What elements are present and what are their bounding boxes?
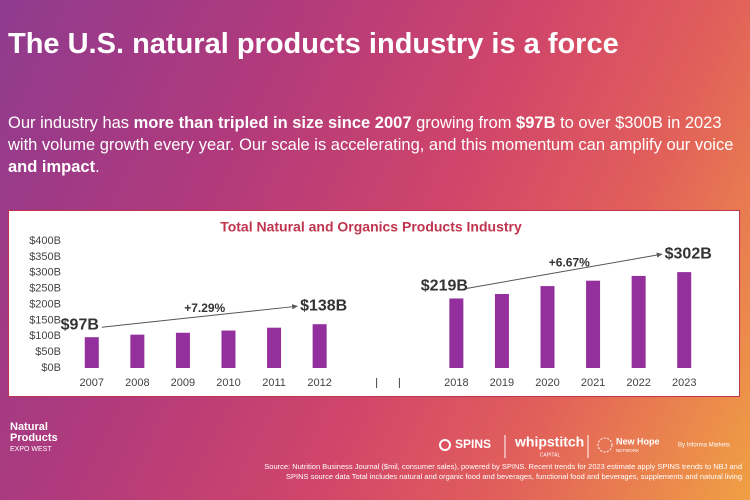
growth-arrow (466, 253, 663, 289)
x-tick-label: 2019 (490, 377, 514, 389)
y-tick-label: $400B (29, 235, 61, 247)
x-tick-label: 2020 (535, 377, 559, 389)
y-tick-label: $150B (29, 314, 61, 326)
spins-icon (439, 439, 451, 451)
y-tick-label: $100B (29, 330, 61, 342)
bar (677, 272, 692, 368)
value-label: $97B (61, 316, 99, 333)
bar (494, 294, 509, 368)
slide-title: The U.S. natural products industry is a … (8, 28, 619, 60)
paragraph-segment: $97B (516, 114, 556, 132)
paragraph-segment: . (95, 158, 100, 176)
whipstitch-logo: whipstitch (514, 434, 584, 450)
paragraph-segment: Our industry has (8, 114, 134, 132)
x-tick-label: 2023 (672, 377, 696, 389)
expo-logo: Products (10, 432, 58, 444)
y-tick-label: $0B (41, 362, 61, 374)
value-label: $219B (421, 278, 468, 295)
logos: Natural Products EXPO WEST SPINS whipsti… (10, 421, 730, 458)
paragraph-segment: more than tripled in size since 2007 (133, 114, 412, 132)
informa-text: By Informa Markets (678, 443, 730, 449)
newhope-icon (597, 437, 613, 453)
x-tick-label: 2007 (80, 377, 104, 389)
y-tick-label: $250B (29, 283, 61, 295)
bar (130, 334, 145, 368)
y-tick-label: $350B (29, 251, 61, 263)
growth-annotation: +7.29% (184, 301, 225, 315)
bar (267, 327, 282, 368)
chart-title: Total Natural and Organics Products Indu… (220, 219, 522, 235)
newhope-logo: New Hope (616, 436, 660, 446)
bar (586, 280, 601, 368)
x-tick-label: 2011 (262, 377, 286, 389)
expo-logo: Natural (10, 421, 48, 433)
bar (84, 337, 99, 368)
x-tick-label: 2018 (444, 377, 468, 389)
bar (175, 332, 190, 368)
growth-annotation: +6.67% (549, 255, 590, 269)
y-tick-label: $200B (29, 298, 61, 310)
bar (631, 275, 646, 368)
paragraph-segment: to over $300B in 2023 with volume growth… (8, 114, 734, 154)
whipstitch-sub: CAPITAL (540, 452, 561, 458)
source-note: Source: Nutrition Business Journal ($mil… (264, 462, 742, 481)
bar (312, 324, 327, 368)
bar (449, 298, 464, 368)
y-tick-label: $50B (35, 346, 61, 358)
x-tick-label: 2009 (171, 377, 195, 389)
value-label: $302B (665, 245, 712, 262)
growth-arrow (101, 305, 298, 328)
arrow-head (656, 252, 663, 258)
paragraph-segment: growing from (411, 114, 517, 132)
x-tick-label: 2008 (125, 377, 149, 389)
y-tick-label: $300B (29, 267, 61, 279)
x-tick-label: 2022 (626, 377, 650, 389)
value-label: $138B (300, 297, 347, 314)
chart-box: Total Natural and Organics Products Indu… (8, 210, 740, 397)
bar (221, 330, 236, 368)
paragraph-segment: and impact (8, 158, 96, 176)
x-tick-label: 2021 (581, 377, 605, 389)
x-tick-label: 2010 (216, 377, 240, 389)
spins-logo: SPINS (455, 437, 491, 451)
expo-logo: EXPO WEST (10, 446, 52, 453)
arrow-head (291, 304, 298, 310)
bar (540, 286, 555, 368)
intro-paragraph: Our industry has more than tripled in si… (8, 112, 743, 178)
x-tick-label: 2012 (307, 377, 331, 389)
chart: Total Natural and Organics Products Indu… (29, 219, 712, 389)
newhope-sub: NETWORK (616, 448, 639, 453)
